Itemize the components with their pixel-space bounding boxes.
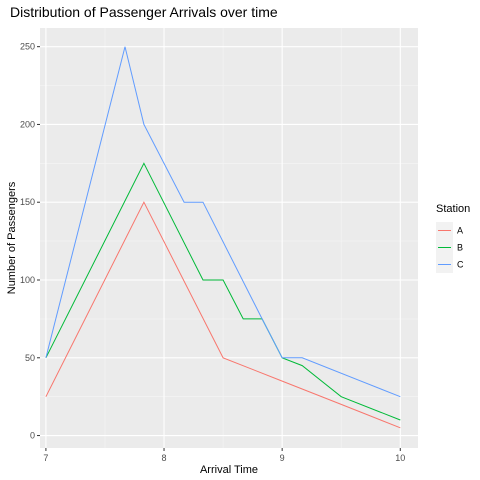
x-axis: 7 8 9 10 <box>43 448 405 463</box>
y-tick-label: 50 <box>25 353 35 363</box>
grid-major <box>40 28 418 448</box>
y-tick-label: 100 <box>20 275 35 285</box>
plot-panel <box>40 28 418 448</box>
x-tick-label: 9 <box>280 453 285 463</box>
series-lines <box>45 46 401 429</box>
y-tick-label: 250 <box>20 42 35 52</box>
legend-title: Station <box>436 203 470 215</box>
series-line-b <box>45 162 401 421</box>
x-tick-label: 10 <box>395 453 405 463</box>
legend-label-c: C <box>457 260 464 270</box>
legend-label-b: B <box>457 243 463 253</box>
x-axis-title: Arrival Time <box>200 464 258 476</box>
grid-minor <box>40 28 418 448</box>
y-axis-title: Number of Passengers <box>6 181 18 294</box>
y-tick-label: 200 <box>20 119 35 129</box>
chart-title: Distribution of Passenger Arrivals over … <box>10 4 278 20</box>
series-line-c <box>45 46 401 398</box>
legend-label-a: A <box>457 226 463 236</box>
y-tick-label: 150 <box>20 197 35 207</box>
y-axis: 0 50 100 150 200 250 <box>20 42 40 441</box>
x-tick-label: 7 <box>43 453 48 463</box>
series-line-a <box>45 201 401 429</box>
legend: Station ABC <box>436 203 470 273</box>
y-tick-label: 0 <box>30 431 35 441</box>
x-tick-label: 8 <box>162 453 167 463</box>
